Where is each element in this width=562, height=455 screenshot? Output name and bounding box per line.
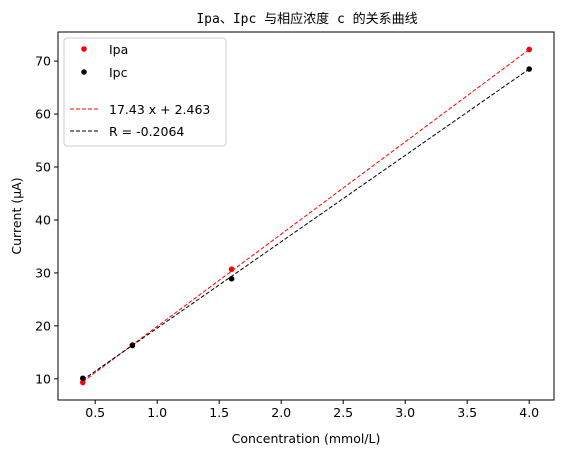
data-point-ipa [80,379,86,386]
x-tick-label: 0.5 [85,405,105,420]
y-tick-label: 20 [35,318,51,333]
x-axis: 0.5 1.0 1.5 2.0 2.5 3.0 3.5 4.0 [85,400,539,420]
legend-marker [81,69,87,75]
y-tick-label: 40 [35,212,51,227]
y-tick-label: 70 [35,54,51,69]
data-point-ipc [80,375,86,382]
data-point-ipa [526,46,532,53]
chart-title: Ipa、Ipc 与相应浓度 c 的关系曲线 [196,11,417,27]
y-axis-label: Current (μA) [9,177,24,254]
x-tick-label: 1.0 [147,405,167,420]
x-tick-label: 1.5 [209,405,229,420]
x-tick-label: 4.0 [519,405,539,420]
data-points [80,46,532,386]
legend-label: Ipa [109,42,128,57]
legend-label: Ipc [109,65,128,80]
fit-line-2 [82,49,530,383]
legend-label: R = -0.2064 [109,124,184,139]
legend-label: 17.43 x + 2.463 [109,102,210,117]
x-tick-label: 3.0 [395,405,415,420]
x-tick-label: 2.0 [271,405,291,420]
data-point-ipc [526,66,532,72]
y-tick-label: 30 [35,265,51,280]
legend-items: Ipa Ipc 17.43 x + 2.463 R = -0.2064 [70,42,210,139]
x-axis-label: Concentration (mmol/L) [232,431,381,446]
fit-line-3 [82,68,530,381]
x-tick-label: 2.5 [333,405,353,420]
x-tick-label: 3.5 [457,405,477,420]
data-point-ipa [228,266,235,273]
fit-lines [82,49,530,383]
y-tick-label: 10 [35,371,51,386]
plot-area [57,31,555,401]
y-tick-label: 50 [35,160,51,175]
legend-box [63,37,227,147]
y-axis: 10 20 30 40 50 60 70 [35,54,58,386]
legend-marker [81,46,87,52]
legend: Ipa Ipc 17.43 x + 2.463 R = -0.2064 [63,37,227,147]
data-point-ipc [129,342,136,349]
data-point-ipc [228,275,235,282]
y-tick-label: 60 [35,107,51,122]
